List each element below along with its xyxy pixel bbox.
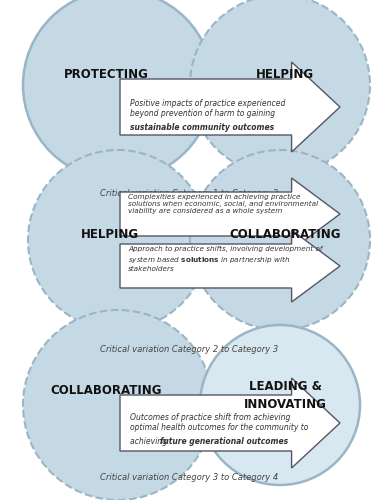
Ellipse shape [28,150,208,330]
Text: future generational outcomes: future generational outcomes [160,437,288,446]
Ellipse shape [190,150,370,330]
Polygon shape [120,230,340,302]
Ellipse shape [23,310,213,500]
Text: PROTECTING: PROTECTING [64,68,149,82]
Text: Critical variation Category 3 to Category 4: Critical variation Category 3 to Categor… [100,472,278,482]
Text: Approach to practice shifts, involving development of
system based $\bf{solution: Approach to practice shifts, involving d… [128,246,323,272]
Text: LEADING &: LEADING & [249,380,321,394]
Text: HELPING: HELPING [256,68,314,82]
Text: Positive impacts of practice experienced
beyond prevention of harm to gaining: Positive impacts of practice experienced… [130,99,285,118]
Text: Outcomes of practice shift from achieving
optimal health outcomes for the commun: Outcomes of practice shift from achievin… [130,413,309,432]
Text: Complexities experienced in achieving practice
solutions when economic, social, : Complexities experienced in achieving pr… [128,194,318,214]
Polygon shape [120,378,340,468]
Ellipse shape [23,0,213,180]
Text: Critical variation Category 1 to Category 2: Critical variation Category 1 to Categor… [100,188,278,198]
Polygon shape [120,62,340,152]
Text: sustainable community outcomes: sustainable community outcomes [130,123,274,132]
Text: COLLABORATING: COLLABORATING [229,228,341,241]
Ellipse shape [190,0,370,175]
Text: INNOVATING: INNOVATING [244,398,326,411]
Text: COLLABORATING: COLLABORATING [50,384,162,396]
Text: HELPING: HELPING [81,228,139,241]
Text: achieving: achieving [130,437,169,446]
Polygon shape [120,178,340,250]
Ellipse shape [200,325,360,485]
Text: Critical variation Category 2 to Category 3: Critical variation Category 2 to Categor… [100,346,278,354]
